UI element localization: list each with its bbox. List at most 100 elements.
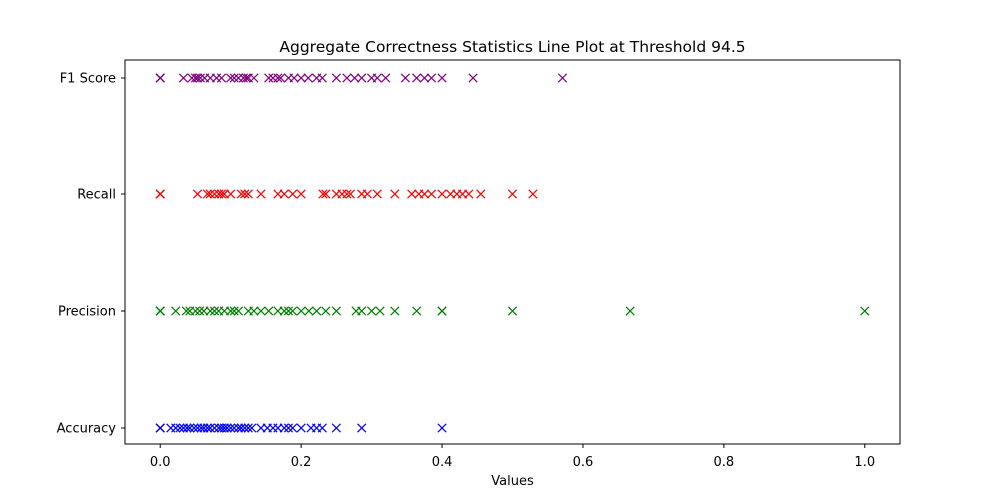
data-point — [557, 73, 568, 83]
data-point — [381, 73, 391, 83]
data-point — [318, 189, 328, 199]
data-point — [437, 73, 447, 83]
series-precision — [155, 306, 870, 316]
data-point — [226, 189, 236, 199]
data-point — [362, 189, 372, 199]
data-point — [372, 73, 382, 83]
data-point — [288, 423, 298, 433]
data-point — [264, 306, 274, 316]
data-point — [240, 189, 250, 199]
data-point — [296, 306, 306, 316]
y-tick-label: Precision — [58, 305, 116, 320]
data-point — [528, 189, 538, 199]
data-point — [426, 73, 437, 83]
data-point — [296, 73, 306, 83]
data-point — [249, 73, 259, 83]
data-point — [211, 73, 222, 83]
data-point — [366, 306, 377, 316]
x-axis-label: Values — [491, 474, 534, 489]
data-point — [279, 306, 289, 316]
data-point — [240, 423, 250, 433]
x-axis: 0.0 0.2 0.4 0.6 0.8 1.0 — [150, 444, 875, 470]
data-point — [209, 306, 220, 316]
data-point — [625, 306, 635, 316]
data-point — [166, 423, 176, 433]
data-point — [296, 423, 306, 433]
data-point — [229, 306, 239, 316]
data-point — [412, 73, 422, 83]
data-point — [209, 423, 220, 433]
data-point — [331, 306, 341, 316]
data-point — [375, 306, 385, 316]
x-tick-label: 0.0 — [150, 455, 171, 470]
data-point — [296, 189, 306, 199]
x-tick-label: 0.8 — [714, 455, 735, 470]
data-point — [419, 73, 430, 83]
data-point — [229, 423, 239, 433]
data-point — [468, 73, 478, 83]
data-point — [357, 73, 367, 83]
data-point — [507, 306, 518, 316]
data-point — [236, 423, 246, 433]
chart-title: Aggregate Correctness Statistics Line Pl… — [279, 38, 745, 56]
data-point — [202, 189, 213, 199]
data-point — [303, 73, 313, 83]
data-point — [372, 189, 382, 199]
data-point — [331, 73, 341, 83]
series-accuracy — [155, 423, 447, 433]
data-point — [437, 189, 447, 199]
data-point — [216, 189, 227, 199]
data-point — [202, 423, 213, 433]
axes-frame — [124, 59, 901, 445]
data-point — [279, 189, 289, 199]
data-point — [304, 306, 314, 316]
data-point — [357, 306, 367, 316]
data-point — [155, 189, 165, 199]
data-point — [288, 306, 298, 316]
y-tick-label: Accuracy — [57, 422, 117, 437]
plot-area — [155, 73, 870, 433]
data-point — [222, 423, 232, 433]
data-point — [195, 73, 206, 83]
data-point — [317, 73, 327, 83]
data-point — [229, 73, 239, 83]
x-tick-label: 0.2 — [291, 455, 312, 470]
data-point — [288, 189, 298, 199]
data-point — [243, 423, 253, 433]
data-point — [390, 306, 400, 316]
data-point — [243, 189, 253, 199]
data-point — [241, 73, 251, 83]
series-recall — [155, 189, 538, 199]
data-point — [407, 189, 417, 199]
data-point — [205, 189, 215, 199]
data-point — [192, 189, 203, 199]
data-point — [189, 423, 199, 433]
data-point — [345, 189, 356, 199]
data-point — [182, 423, 192, 433]
data-point — [205, 423, 215, 433]
x-tick-label: 0.6 — [573, 455, 594, 470]
data-point — [171, 306, 181, 316]
data-point — [155, 73, 165, 83]
y-tick-label: Recall — [77, 188, 116, 203]
data-point — [464, 189, 474, 199]
data-point — [155, 423, 165, 433]
data-point — [283, 423, 294, 433]
data-point — [236, 189, 246, 199]
x-tick-label: 0.4 — [432, 455, 453, 470]
data-point — [226, 73, 236, 83]
data-point — [171, 423, 181, 433]
data-point — [233, 306, 244, 316]
data-point — [419, 189, 430, 199]
data-point — [860, 306, 870, 316]
data-point — [331, 423, 341, 433]
data-point — [178, 73, 189, 83]
data-point — [268, 423, 278, 433]
data-point — [181, 306, 191, 316]
data-point — [312, 306, 322, 316]
data-point — [283, 306, 294, 316]
data-point — [317, 423, 327, 433]
data-point — [273, 73, 283, 83]
data-point — [256, 189, 266, 199]
